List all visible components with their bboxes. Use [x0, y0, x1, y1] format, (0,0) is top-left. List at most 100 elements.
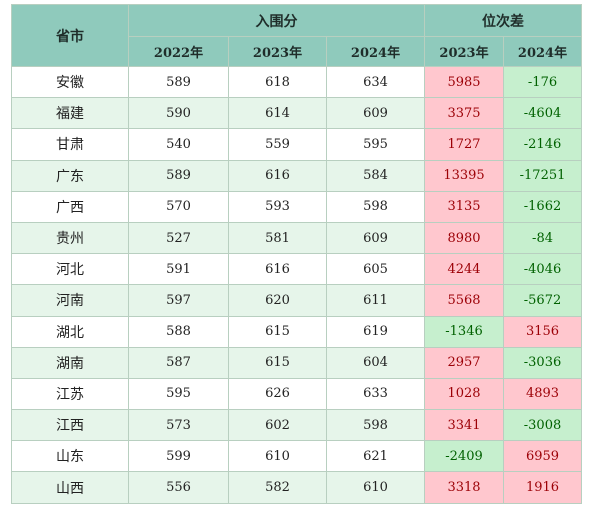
table-row: 湖北 588 615 619 -1346 3156	[11, 315, 583, 348]
rank-diff-cell: -1346	[424, 315, 505, 348]
score-cell: 581	[228, 221, 327, 255]
score-cell: 609	[325, 97, 426, 130]
score-cell: 540	[128, 128, 229, 161]
score-cell: 610	[325, 471, 426, 504]
header-score-2024: 2024年	[325, 36, 426, 67]
score-cell: 582	[228, 471, 327, 504]
province-cell: 湖北	[11, 315, 129, 348]
rank-diff-cell: 1727	[424, 128, 505, 161]
score-cell: 616	[228, 253, 327, 286]
rank-diff-cell: -2409	[424, 440, 505, 473]
province-cell: 山东	[11, 440, 129, 473]
rank-diff-cell: 4244	[424, 253, 505, 286]
score-table: 省市 入围分 位次差 2022年 2023年 2024年 2023年 2024年…	[11, 4, 583, 504]
table-row: 甘肃 540 559 595 1727 -2146	[11, 128, 583, 161]
province-cell: 湖南	[11, 346, 129, 379]
score-cell: 559	[228, 128, 327, 161]
rank-diff-cell: -17251	[503, 159, 583, 192]
rank-diff-cell: -4046	[503, 253, 583, 286]
table-row: 江西 573 602 598 3341 -3008	[11, 409, 583, 442]
score-cell: 619	[325, 315, 426, 348]
rank-diff-cell: 4893	[503, 377, 583, 411]
table-row: 安徽 589 618 634 5985 -176	[11, 65, 583, 99]
score-cell: 587	[128, 346, 229, 379]
province-cell: 广西	[11, 190, 129, 223]
rank-diff-cell: -1662	[503, 190, 583, 223]
rank-diff-cell: -3036	[503, 346, 583, 379]
table-row: 山西 556 582 610 3318 1916	[11, 471, 583, 504]
score-cell: 556	[128, 471, 229, 504]
rank-diff-cell: 3135	[424, 190, 505, 223]
score-cell: 610	[228, 440, 327, 473]
score-cell: 590	[128, 97, 229, 130]
score-cell: 611	[325, 284, 426, 317]
province-cell: 山西	[11, 471, 129, 504]
table-row: 湖南 587 615 604 2957 -3036	[11, 346, 583, 379]
table-row: 河北 591 616 605 4244 -4046	[11, 253, 583, 286]
score-table-container: 省市 入围分 位次差 2022年 2023年 2024年 2023年 2024年…	[11, 4, 583, 504]
score-cell: 584	[325, 159, 426, 192]
rank-diff-cell: 2957	[424, 346, 505, 379]
score-cell: 615	[228, 346, 327, 379]
rank-diff-cell: 1916	[503, 471, 583, 504]
score-cell: 598	[325, 409, 426, 442]
province-cell: 广东	[11, 159, 129, 192]
rank-diff-cell: 6959	[503, 440, 583, 473]
header-group-rank: 位次差	[424, 4, 583, 37]
score-cell: 595	[325, 128, 426, 161]
score-cell: 634	[325, 65, 426, 99]
score-cell: 605	[325, 253, 426, 286]
header-score-2023: 2023年	[228, 36, 327, 67]
rank-diff-cell: 13395	[424, 159, 505, 192]
province-cell: 贵州	[11, 221, 129, 255]
score-cell: 593	[228, 190, 327, 223]
score-cell: 615	[228, 315, 327, 348]
rank-diff-cell: -84	[503, 221, 583, 255]
score-cell: 604	[325, 346, 426, 379]
score-cell: 609	[325, 221, 426, 255]
rank-diff-cell: 5985	[424, 65, 505, 99]
province-cell: 河南	[11, 284, 129, 317]
score-cell: 620	[228, 284, 327, 317]
score-cell: 573	[128, 409, 229, 442]
province-cell: 福建	[11, 97, 129, 130]
rank-diff-cell: -4604	[503, 97, 583, 130]
score-cell: 616	[228, 159, 327, 192]
table-row: 河南 597 620 611 5568 -5672	[11, 284, 583, 317]
rank-diff-cell: 3156	[503, 315, 583, 348]
rank-diff-cell: 3375	[424, 97, 505, 130]
rank-diff-cell: 1028	[424, 377, 505, 411]
table-row: 广东 589 616 584 13395 -17251	[11, 159, 583, 192]
score-cell: 598	[325, 190, 426, 223]
score-cell: 597	[128, 284, 229, 317]
table-row: 江苏 595 626 633 1028 4893	[11, 377, 583, 411]
rank-diff-cell: -3008	[503, 409, 583, 442]
rank-diff-cell: -2146	[503, 128, 583, 161]
score-cell: 570	[128, 190, 229, 223]
header-province: 省市	[11, 4, 129, 67]
rank-diff-cell: 5568	[424, 284, 505, 317]
rank-diff-cell: 8980	[424, 221, 505, 255]
score-cell: 599	[128, 440, 229, 473]
header-rank-2023: 2023年	[424, 36, 505, 67]
score-cell: 618	[228, 65, 327, 99]
province-cell: 安徽	[11, 65, 129, 99]
score-cell: 621	[325, 440, 426, 473]
score-cell: 614	[228, 97, 327, 130]
province-cell: 甘肃	[11, 128, 129, 161]
score-cell: 527	[128, 221, 229, 255]
rank-diff-cell: -5672	[503, 284, 583, 317]
table-row: 广西 570 593 598 3135 -1662	[11, 190, 583, 223]
table-row: 山东 599 610 621 -2409 6959	[11, 440, 583, 473]
rank-diff-cell: 3318	[424, 471, 505, 504]
score-cell: 633	[325, 377, 426, 411]
table-body: 安徽 589 618 634 5985 -176 福建 590 614 609 3375 -4604 甘…	[11, 65, 583, 504]
header-score-2022: 2022年	[128, 36, 229, 67]
table-row: 福建 590 614 609 3375 -4604	[11, 97, 583, 130]
score-cell: 589	[128, 65, 229, 99]
score-cell: 626	[228, 377, 327, 411]
table-row: 贵州 527 581 609 8980 -84	[11, 221, 583, 255]
score-cell: 595	[128, 377, 229, 411]
score-cell: 602	[228, 409, 327, 442]
rank-diff-cell: -176	[503, 65, 583, 99]
